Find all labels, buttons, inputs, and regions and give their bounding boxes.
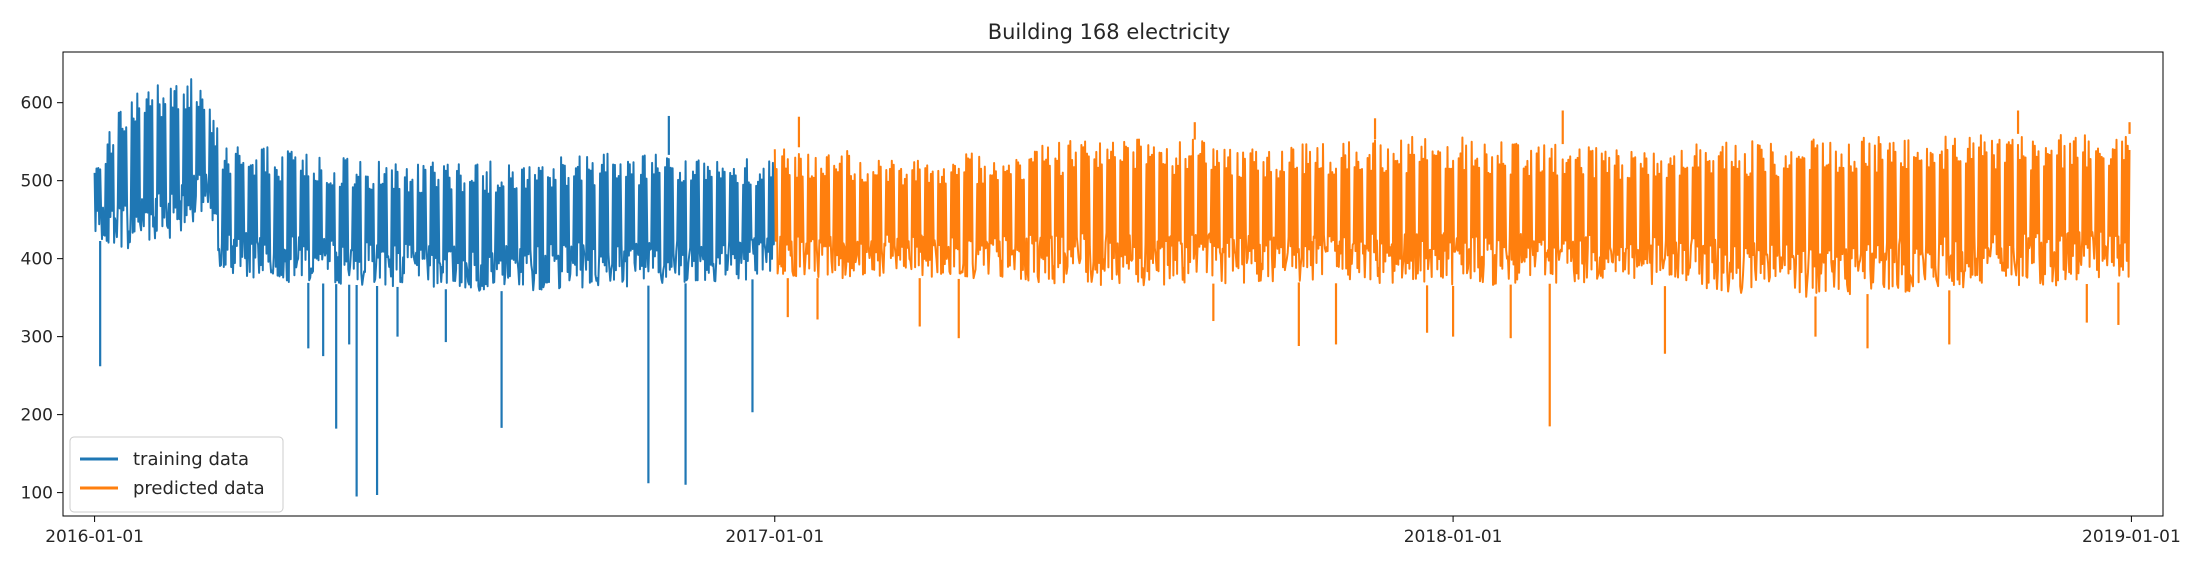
legend: training data predicted data — [69, 436, 284, 513]
x-tick-label: 2016-01-01 — [45, 527, 144, 547]
series-line — [773, 134, 2131, 298]
y-tick-label: 400 — [21, 250, 53, 270]
legend-label-training: training data — [133, 449, 249, 470]
series-line — [93, 78, 776, 292]
y-tick-label: 300 — [21, 328, 53, 348]
plot-area — [93, 78, 2131, 497]
y-tick-label: 100 — [21, 484, 53, 504]
legend-box — [69, 436, 284, 513]
chart-title: Building 168 electricity — [988, 20, 1231, 44]
x-tick-label: 2018-01-01 — [1404, 527, 1503, 547]
series-predicted-data — [773, 110, 2131, 427]
axes: 100 200 300 400 500 600 2016-01-01 2017-01-01 20… — [21, 51, 2181, 547]
y-tick-label: 200 — [21, 406, 53, 426]
y-tick-label: 600 — [21, 94, 53, 114]
plot-frame — [62, 51, 2164, 517]
y-tick-label: 500 — [21, 172, 53, 192]
series-training-data — [93, 78, 776, 497]
x-tick-label: 2019-01-01 — [2082, 527, 2181, 547]
x-tick-label: 2017-01-01 — [725, 527, 824, 547]
legend-label-predicted: predicted data — [133, 478, 265, 499]
